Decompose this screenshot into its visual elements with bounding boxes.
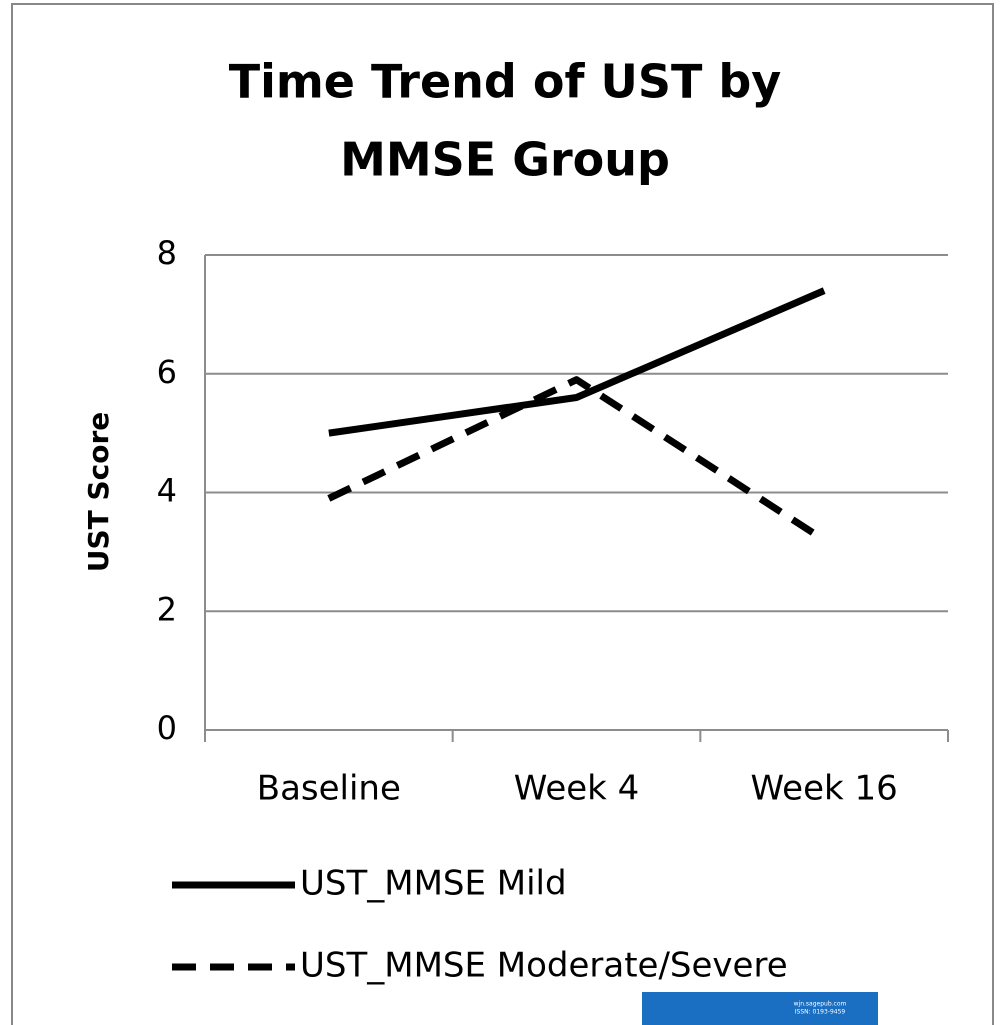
y-tick-label: 2	[157, 590, 177, 628]
chart-frame	[11, 3, 994, 1025]
legend-label: UST_MMSE Mild	[300, 864, 567, 904]
y-axis-label: UST Score	[82, 412, 115, 573]
y-tick-label: 6	[157, 353, 177, 391]
y-tick-label: 8	[157, 234, 177, 272]
watermark-text: ISSN: 0193-9459	[795, 1009, 846, 1016]
x-tick-label: Week 16	[751, 769, 898, 809]
chart-title: MMSE Group	[340, 133, 670, 187]
watermark-badge	[642, 992, 878, 1025]
series-line	[327, 376, 827, 543]
x-tick-label: Baseline	[257, 769, 401, 809]
series-line	[328, 287, 826, 437]
y-tick-label: 4	[157, 472, 177, 510]
watermark-text: wjn.sagepub.com	[794, 1001, 847, 1008]
x-tick-label: Week 4	[514, 769, 640, 809]
chart-title: Time Trend of UST by	[229, 55, 782, 109]
y-tick-label: 0	[157, 709, 177, 747]
legend-label: UST_MMSE Moderate/Severe	[300, 946, 788, 986]
